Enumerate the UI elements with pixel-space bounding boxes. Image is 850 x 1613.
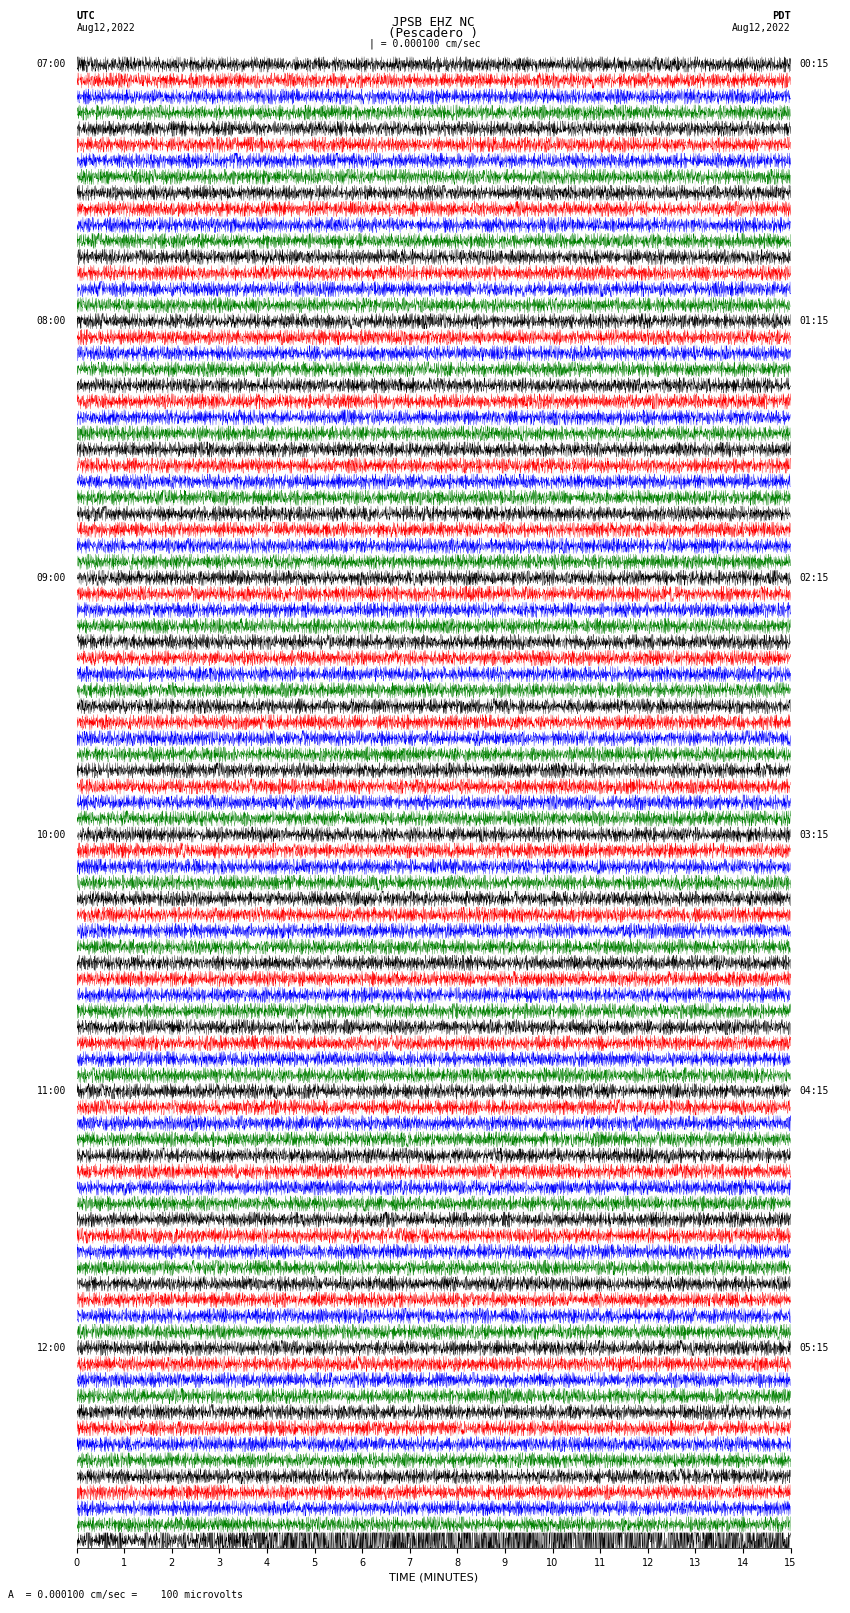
Text: 12:00: 12:00: [37, 1344, 65, 1353]
Text: 09:00: 09:00: [37, 573, 65, 582]
Text: 05:15: 05:15: [799, 1344, 829, 1353]
Text: 03:15: 03:15: [799, 829, 829, 839]
Text: UTC: UTC: [76, 11, 95, 21]
Text: 04:15: 04:15: [799, 1086, 829, 1097]
Text: 11:00: 11:00: [37, 1086, 65, 1097]
X-axis label: TIME (MINUTES): TIME (MINUTES): [389, 1573, 478, 1582]
Text: PDT: PDT: [772, 11, 791, 21]
Text: 08:00: 08:00: [37, 316, 65, 326]
Text: Aug12,2022: Aug12,2022: [76, 23, 135, 32]
Text: 07:00: 07:00: [37, 60, 65, 69]
Text: Aug12,2022: Aug12,2022: [732, 23, 791, 32]
Text: 00:15: 00:15: [799, 60, 829, 69]
Text: JPSB EHZ NC: JPSB EHZ NC: [392, 16, 475, 29]
Text: 10:00: 10:00: [37, 829, 65, 839]
Text: A  = 0.000100 cm/sec =    100 microvolts: A = 0.000100 cm/sec = 100 microvolts: [8, 1590, 243, 1600]
Text: 01:15: 01:15: [799, 316, 829, 326]
Text: 02:15: 02:15: [799, 573, 829, 582]
Text: | = 0.000100 cm/sec: | = 0.000100 cm/sec: [369, 39, 481, 50]
Text: (Pescadero ): (Pescadero ): [388, 27, 479, 40]
